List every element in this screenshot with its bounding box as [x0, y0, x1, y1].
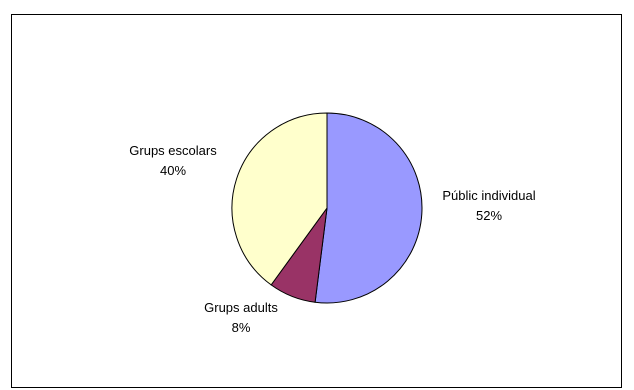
slice-label-1: Grups adults: [204, 300, 278, 315]
slice-label-0: Públic individual: [442, 188, 535, 203]
pie-labels: Públic individual 52% Grups adults 8% Grups …: [129, 143, 535, 335]
pie-chart: Públic individual 52% Grups adults 8% Grups …: [129, 112, 536, 335]
slice-value-label-1: 8%: [232, 320, 251, 335]
slice-label-2: Grups escolars: [129, 143, 217, 158]
slice-value-label-0: 52%: [476, 208, 502, 223]
pie-slice-0: [314, 112, 423, 304]
chart-frame: Públic individual 52% Grups adults 8% Grups …: [11, 14, 622, 388]
pie-slices: [231, 112, 423, 304]
slice-value-label-2: 40%: [160, 163, 186, 178]
pie-slice-2: [231, 112, 328, 286]
